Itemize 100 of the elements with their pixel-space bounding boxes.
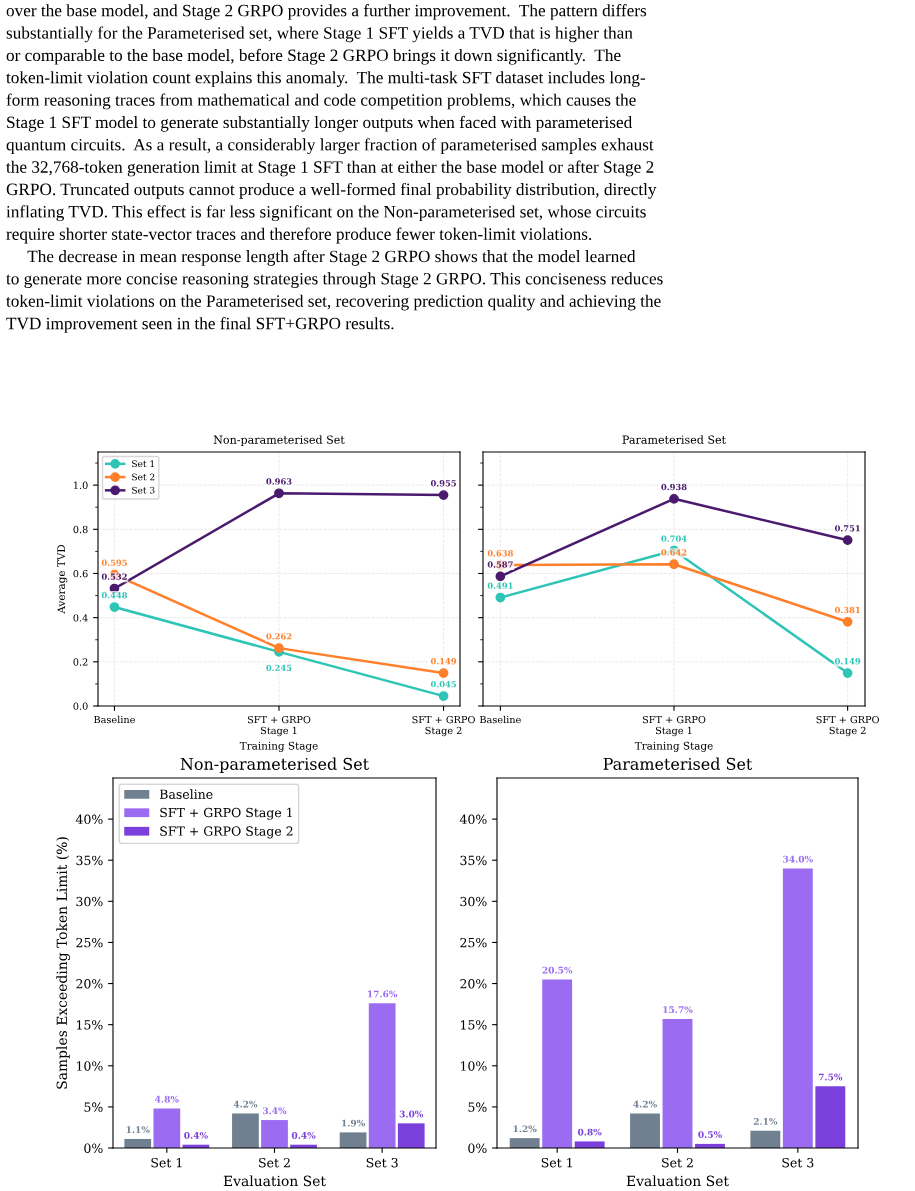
legend-label: SFT + GRPO Stage 1 (160, 807, 292, 820)
x-tick-label: SFT + GRPO Stage 2 (816, 715, 879, 737)
legend-label: SFT + GRPO Stage 2 (160, 826, 293, 839)
y-tick-label: 5% (468, 1102, 487, 1112)
text: to generate more concise reasoning strategies through Stage 2 GRPO. This conciseness reduces (6, 272, 663, 289)
data-label: 0.955 (430, 480, 456, 487)
legend-label: Set 3 (132, 486, 155, 494)
x-tick-label: Set 3 (782, 1157, 814, 1168)
data-label: 20.5% (542, 966, 573, 974)
x-tick-label: SFT + GRPO Stage 1 (642, 715, 706, 737)
x-axis-title: Evaluation Set (223, 1175, 326, 1187)
data-label: 0.8% (577, 1128, 602, 1136)
y-tick-label: 10% (461, 1061, 487, 1071)
data-label: 0.4% (291, 1131, 316, 1139)
x-tick-label: Set 1 (151, 1157, 182, 1168)
data-label: 0.4% (184, 1131, 208, 1139)
y-tick-label: 0.4 (73, 614, 88, 622)
data-label: 4.8% (155, 1095, 179, 1103)
x-tick-label: SFT + GRPO Stage 2 (412, 715, 475, 737)
data-label: 0.638 (487, 550, 513, 557)
data-label: 1.9% (342, 1119, 366, 1127)
x-axis-title: Training Stage (634, 741, 713, 752)
text: token-limit violations on the Parameterised set, recovering prediction quality and achieving the (6, 294, 661, 311)
data-label: 4.2% (233, 1100, 258, 1108)
text: token-limit violation count explains this anomaly. The multi-task SFT dataset includes long- (6, 71, 646, 87)
text: form reasoning traces from mathematical and code competition problems, which causes the (6, 93, 636, 110)
text: substantially for the Parameterised set, where Stage 1 SFT yields a TVD that is higher than (6, 26, 633, 43)
x-tick-label: SFT + GRPO Stage 1 (247, 715, 311, 737)
y-tick-label: 1.0 (74, 481, 88, 489)
y-tick-label: 30% (460, 896, 487, 907)
data-label: 15.7% (663, 1006, 693, 1013)
y-tick-label: 40% (75, 814, 103, 825)
y-tick-label: 0.8 (73, 525, 88, 534)
data-label: 7.5% (818, 1073, 843, 1081)
data-label: 0.245 (266, 664, 292, 671)
legend-label: Set 1 (132, 460, 154, 468)
chart-title: Parameterised Set (603, 757, 753, 770)
text: quantum circuits. As a result, a considerably larger fraction of parameterised samples exhaust (6, 138, 654, 155)
text: the 32,768-token generation limit at Stage 1 SFT than at either the base model or after Stage 2 (6, 160, 654, 177)
data-label: 0.5% (698, 1131, 722, 1138)
x-tick-label: Baseline (94, 715, 135, 724)
y-tick-label: 15% (77, 1020, 103, 1030)
text: or comparable to the base model, before Stage 2 GRPO brings it down significantly. The (6, 48, 621, 65)
y-tick-label: 0.6 (73, 569, 88, 578)
y-tick-label: 0.0 (73, 702, 88, 710)
data-label: 0.642 (661, 549, 687, 556)
y-tick-label: 5% (84, 1102, 103, 1112)
data-label: 4.2% (633, 1100, 657, 1108)
data-label: 0.149 (834, 658, 861, 665)
y-tick-label: 20% (76, 979, 103, 989)
data-label: 0.963 (266, 478, 292, 485)
x-tick-label: Set 1 (541, 1157, 572, 1168)
legend-label: Set 2 (132, 473, 155, 481)
data-label: 17.6% (367, 990, 398, 998)
y-tick-label: 25% (76, 937, 103, 948)
chart-title: Non-parameterised Set (213, 435, 345, 446)
data-label: 0.938 (661, 483, 687, 491)
y-tick-label: 30% (76, 896, 103, 907)
y-tick-label: 35% (460, 855, 487, 866)
chart-title: Parameterised Set (622, 435, 726, 444)
data-label: 3.4% (262, 1107, 287, 1115)
data-label: 3.0% (399, 1110, 424, 1118)
y-tick-label: 40% (459, 814, 487, 825)
y-tick-label: 20% (460, 979, 487, 989)
y-axis-title: Samples Exceeding Token Limit (%) (56, 837, 70, 1089)
data-label: 1.2% (513, 1125, 537, 1133)
x-tick-label: Set 2 (259, 1157, 290, 1168)
chart-title: Non-parameterised Set (180, 757, 369, 773)
data-label: 0.448 (101, 592, 128, 599)
x-axis-title: Training Stage (239, 741, 318, 752)
text: The decrease in mean response length after Stage 2 GRPO shows that the model learned (27, 249, 636, 266)
data-label: 0.532 (101, 573, 127, 580)
x-axis-title: Evaluation Set (626, 1175, 729, 1187)
y-tick-label: 0.2 (73, 658, 88, 666)
x-tick-label: Baseline (479, 715, 521, 724)
legend-label: Baseline (159, 789, 213, 799)
text: require shorter state-vector traces and therefore produce fewer token-limit violations. (6, 227, 592, 244)
text: over the base model, and Stage 2 GRPO provides a further improvement. The pattern differs (6, 4, 647, 20)
data-label: 0.045 (430, 681, 456, 688)
data-label: 0.491 (487, 582, 513, 589)
x-tick-label: Set 2 (662, 1157, 693, 1168)
data-label: 0.595 (101, 559, 127, 566)
data-label: 34.0% (783, 855, 813, 863)
y-tick-label: 10% (77, 1061, 103, 1071)
data-label: 0.751 (834, 525, 860, 532)
y-tick-label: 0% (468, 1143, 487, 1153)
text: GRPO. Truncated outputs cannot produce a well-formed final probability distribution, directly (6, 182, 657, 199)
y-tick-label: 15% (461, 1020, 487, 1030)
text: Stage 1 SFT model to generate substantially longer outputs when faced with parameterised (7, 115, 633, 132)
data-label: 2.1% (753, 1117, 778, 1125)
data-label: 0.262 (266, 633, 292, 640)
y-axis-title: Average TVD (57, 544, 68, 614)
y-tick-label: 35% (76, 855, 103, 866)
text: TVD improvement seen in the final SFT+GRPO results. (6, 317, 394, 333)
data-label: 1.1% (126, 1126, 150, 1134)
data-label: 0.149 (430, 658, 457, 665)
text: inflating TVD. This effect is far less significant on the Non-parameterised set, whose circuits (6, 205, 646, 222)
y-tick-label: 0% (84, 1143, 103, 1153)
y-tick-label: 25% (460, 937, 487, 948)
data-label: 0.381 (834, 606, 860, 614)
